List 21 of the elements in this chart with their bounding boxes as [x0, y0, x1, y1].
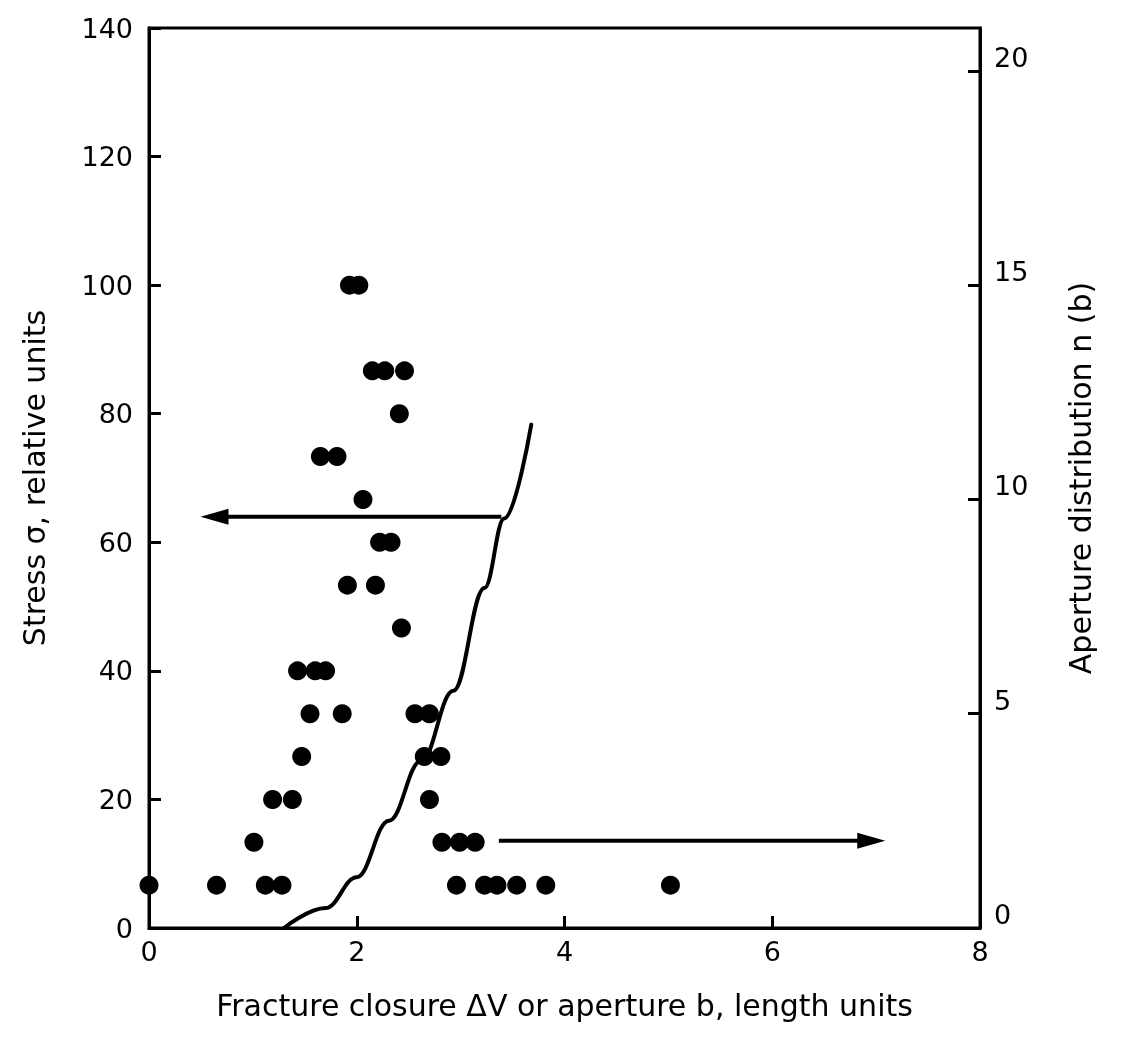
y-tick-label: 60: [98, 526, 133, 558]
y2-tick-label: 20: [994, 41, 1029, 73]
x-tick-label: 2: [348, 936, 366, 967]
y2-tick-label: 0: [994, 899, 1012, 930]
x-axis-title: Fracture closure ΔV or aperture b, length units: [216, 987, 913, 1023]
y-axis-title: Stress σ, relative units: [16, 309, 52, 647]
y2-tick-label: 15: [994, 256, 1029, 288]
y-tick-label: 0: [115, 912, 133, 944]
y-tick-label: 100: [81, 269, 133, 301]
y2-tick-label: 5: [994, 684, 1012, 716]
y-tick-label: 140: [81, 12, 133, 44]
y-tick-label: 20: [98, 783, 133, 815]
x-tick-label: 0: [140, 936, 158, 967]
y-tick-label: 40: [98, 655, 133, 687]
x-tick-label: 8: [971, 936, 989, 967]
y2-tick-label: 10: [994, 470, 1029, 502]
y-tick-label: 80: [98, 398, 133, 430]
y-tick-label: 120: [81, 141, 133, 173]
y2-axis-title: Aperture distribution n (b): [1062, 281, 1098, 675]
x-tick-label: 4: [555, 936, 574, 967]
x-tick-label: 6: [763, 936, 781, 967]
